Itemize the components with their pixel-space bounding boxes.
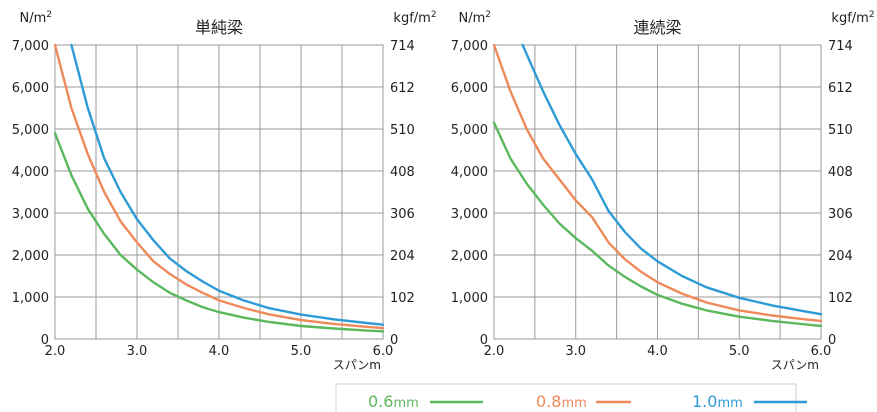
y-axis-left-unit-base: N/m xyxy=(458,11,485,26)
y-axis-right-unit-base: kgf/m xyxy=(831,11,868,26)
y-tick-right-label: 510 xyxy=(390,123,415,138)
legend-label: 1.0mm xyxy=(692,392,743,411)
y-tick-left-label: 6,000 xyxy=(12,81,49,96)
y-tick-left-label: 7,000 xyxy=(451,39,488,54)
y-tick-left-label: 1,000 xyxy=(12,291,49,306)
y-tick-left-label: 3,000 xyxy=(12,207,49,222)
y-tick-left-label: 4,000 xyxy=(451,165,488,180)
y-tick-left-label: 1,000 xyxy=(451,291,488,306)
x-tick-label: 2.0 xyxy=(45,344,66,359)
legend-label-unit: mm xyxy=(561,396,586,411)
legend-label-unit: mm xyxy=(393,396,418,411)
legend-box xyxy=(335,383,797,412)
chart-title: 連続梁 xyxy=(633,18,681,37)
x-tick-label: 3.0 xyxy=(127,344,148,359)
legend-label: 0.6mm xyxy=(368,392,419,411)
y-tick-left-label: 0 xyxy=(480,333,488,348)
y-axis-left-unit: N/m2 xyxy=(19,10,52,26)
legend-label-number: 0.6 xyxy=(368,392,393,411)
x-tick-label: 3.0 xyxy=(565,344,586,359)
y-axis-right-unit-sup: 2 xyxy=(431,10,437,20)
y-tick-left-label: 5,000 xyxy=(12,123,49,138)
y-axis-right-unit-sup: 2 xyxy=(869,10,875,20)
x-tick-label: 2.0 xyxy=(484,344,505,359)
y-tick-right-label: 102 xyxy=(828,291,853,306)
series-line-0-8mm xyxy=(492,43,823,323)
legend-label-number: 1.0 xyxy=(692,392,717,411)
legend: 0.6mm 0.8mm 1.0mm xyxy=(335,383,807,412)
y-tick-right-label: 408 xyxy=(390,165,415,180)
y-axis-left-unit: N/m2 xyxy=(458,10,491,26)
y-axis-right-unit: kgf/m2 xyxy=(393,10,436,26)
y-tick-right-label: 612 xyxy=(390,81,415,96)
series-line-0-6mm xyxy=(53,131,385,333)
x-axis-unit: スパンm xyxy=(771,358,819,372)
x-tick-label: 5.0 xyxy=(729,344,750,359)
y-tick-right-label: 204 xyxy=(828,249,853,264)
y-tick-right-label: 408 xyxy=(828,165,853,180)
y-axis-left-unit-sup: 2 xyxy=(46,10,52,20)
x-tick-label: 6.0 xyxy=(811,344,832,359)
y-axis-right-unit-base: kgf/m xyxy=(393,11,430,26)
y-tick-right-label: 0 xyxy=(828,333,836,348)
series-line-1-0mm xyxy=(70,43,385,326)
y-tick-left-label: 7,000 xyxy=(12,39,49,54)
x-tick-label: 4.0 xyxy=(209,344,230,359)
y-tick-right-label: 204 xyxy=(390,249,415,264)
y-tick-left-label: 4,000 xyxy=(12,165,49,180)
y-tick-right-label: 102 xyxy=(390,291,415,306)
y-tick-right-label: 0 xyxy=(390,333,398,348)
y-tick-right-label: 714 xyxy=(390,39,415,54)
series-line-1-0mm xyxy=(521,43,823,316)
y-tick-right-label: 306 xyxy=(828,207,853,222)
y-tick-right-label: 510 xyxy=(828,123,853,138)
chart-title: 単純梁 xyxy=(195,18,243,37)
y-tick-right-label: 306 xyxy=(390,207,415,222)
legend-label: 0.8mm xyxy=(536,392,587,411)
plot-frame xyxy=(54,44,384,340)
series-line-0-8mm xyxy=(53,43,385,330)
plot-frame xyxy=(493,44,822,340)
x-tick-label: 6.0 xyxy=(373,344,394,359)
legend-label-number: 0.8 xyxy=(536,392,561,411)
y-tick-left-label: 3,000 xyxy=(451,207,488,222)
y-axis-left-unit-sup: 2 xyxy=(485,10,491,20)
series-line-0-6mm xyxy=(492,121,823,328)
y-axis-left-unit-base: N/m xyxy=(19,11,46,26)
x-axis-unit: スパンm xyxy=(333,358,381,372)
legend-label-unit: mm xyxy=(717,396,742,411)
y-tick-left-label: 6,000 xyxy=(451,81,488,96)
x-tick-label: 4.0 xyxy=(647,344,668,359)
x-tick-label: 5.0 xyxy=(291,344,312,359)
y-axis-right-unit: kgf/m2 xyxy=(831,10,874,26)
y-tick-left-label: 5,000 xyxy=(451,123,488,138)
y-tick-right-label: 714 xyxy=(828,39,853,54)
y-tick-left-label: 2,000 xyxy=(12,249,49,264)
y-tick-right-label: 612 xyxy=(828,81,853,96)
y-tick-left-label: 2,000 xyxy=(451,249,488,264)
y-tick-left-label: 0 xyxy=(41,333,49,348)
